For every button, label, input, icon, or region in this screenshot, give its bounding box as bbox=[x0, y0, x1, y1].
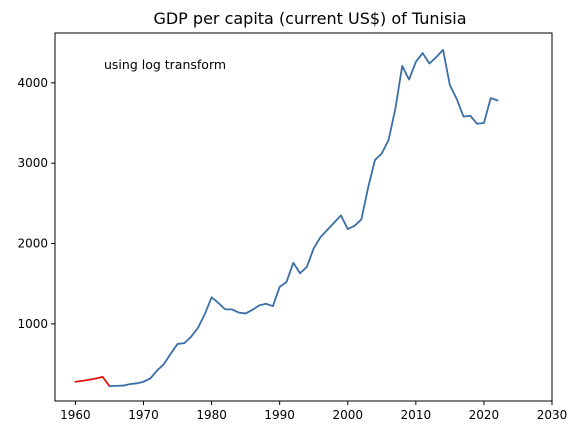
y-tick-label: 1000 bbox=[17, 317, 48, 331]
x-tick-label: 1960 bbox=[60, 408, 91, 422]
y-tick-label: 4000 bbox=[17, 76, 48, 90]
x-axis: 1960 1970 1980 1990 2000 2010 2020 2030 bbox=[60, 401, 567, 422]
series-line-blue bbox=[108, 48, 499, 388]
x-tick-label: 1990 bbox=[264, 408, 295, 422]
x-tick-label: 2020 bbox=[469, 408, 500, 422]
y-tick-label: 3000 bbox=[17, 156, 48, 170]
chart-title: GDP per capita (current US$) of Tunisia bbox=[153, 9, 466, 28]
x-tick-label: 2000 bbox=[332, 408, 363, 422]
x-tick-label: 1970 bbox=[128, 408, 159, 422]
y-axis: 1000 2000 3000 4000 bbox=[17, 76, 55, 331]
x-tick-label: 1980 bbox=[196, 408, 227, 422]
series-layer bbox=[74, 48, 499, 388]
plot-area-frame bbox=[54, 32, 553, 402]
y-tick-label: 2000 bbox=[17, 237, 48, 251]
log-transform-annotation: using log transform bbox=[104, 57, 226, 72]
x-tick-label: 2010 bbox=[401, 408, 432, 422]
series-line-red bbox=[74, 375, 111, 388]
x-tick-label: 2030 bbox=[537, 408, 568, 422]
